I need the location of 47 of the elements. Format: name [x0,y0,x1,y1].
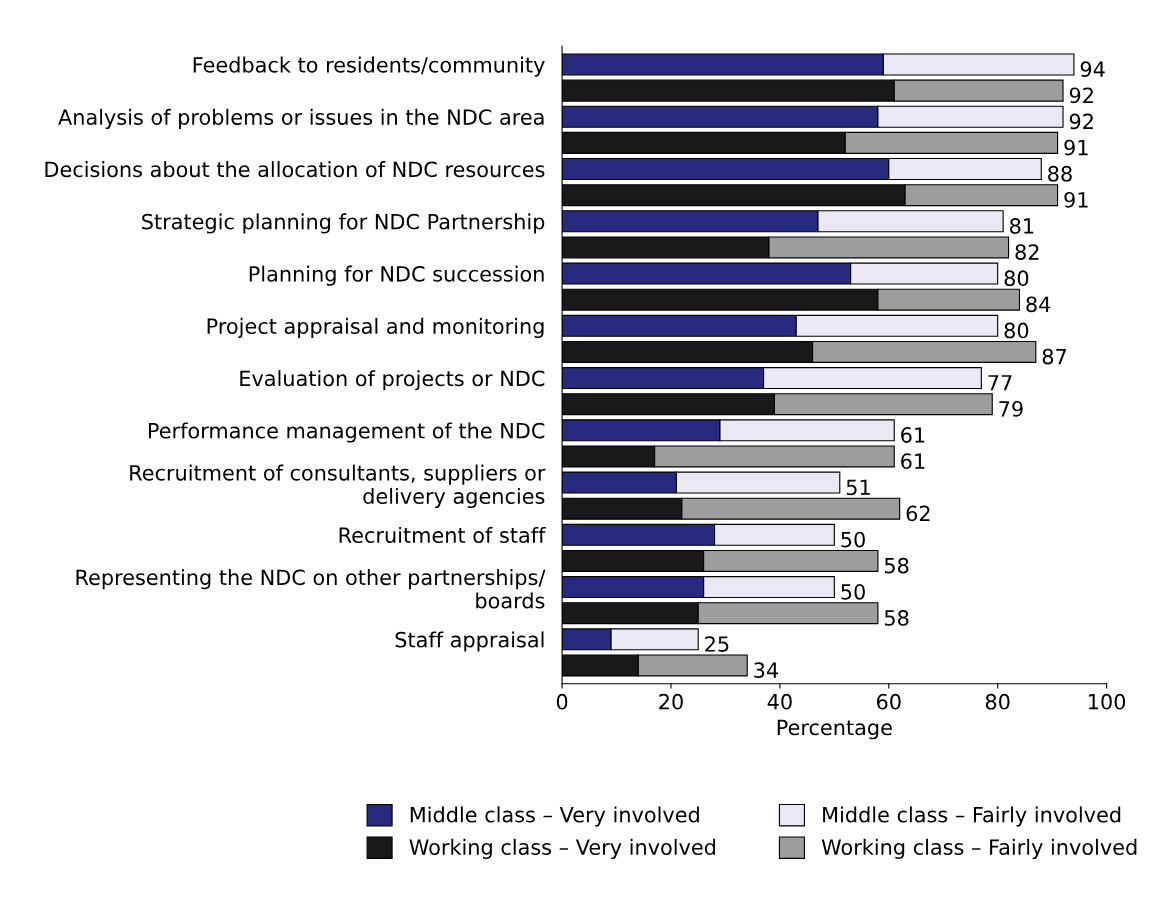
y-tick-label: Representing the NDC on other partnerships/ boards [76,569,546,609]
total-label: 25 [705,636,729,652]
y-tick-label: Evaluation of projects or NDC [240,370,545,391]
y-tick-label: Decisions about the allocation of NDC resources [45,161,545,178]
total-label: 58 [884,557,909,574]
y-tick-label: Planning for NDC succession [249,265,544,286]
total-label: 51 [846,479,870,496]
legend-label: Working class – Very involved [409,838,716,860]
x-tick-label: 60 [876,693,901,710]
total-label: 88 [1048,165,1072,182]
total-label: 92 [1069,113,1093,130]
y-tick-label: Strategic planning for NDC Partnership [142,213,545,234]
total-label: 91 [1064,191,1088,208]
legend-label: Working class – Fairly involved [821,838,1137,860]
total-label: 79 [999,400,1023,417]
total-label: 77 [988,375,1012,391]
total-label: 50 [841,531,865,548]
y-tick-label: Analysis of problems or issues in the NDC area [58,108,544,129]
total-label: 92 [1069,87,1093,104]
y-tick-label: Feedback to residents/community [193,56,545,77]
x-tick-label: 20 [659,693,683,710]
total-label: 61 [901,427,925,443]
total-label: 34 [754,662,778,679]
x-axis-title: Percentage [777,719,892,740]
total-label: 87 [1042,348,1066,365]
y-tick-label: Performance management of the NDC [148,422,545,443]
y-tick-label: Staff appraisal [395,631,544,652]
x-tick-label: 80 [985,693,1010,710]
total-label: 80 [1004,322,1029,339]
y-tick-label: Project appraisal and monitoring [207,317,544,339]
total-label: 61 [901,453,925,470]
x-tick-label: 100 [1089,693,1126,710]
total-label: 50 [841,583,865,600]
total-label: 62 [906,505,930,522]
total-label: 81 [1010,218,1034,234]
total-label: 80 [1004,270,1029,287]
y-tick-label: Recruitment of consultants, suppliers or delivery agencies [130,464,546,509]
x-tick-label: 40 [767,693,792,710]
x-tick-label: 0 [556,693,568,710]
y-tick-label: Recruitment of staff [339,526,546,544]
legend-label: Middle class – Fairly involved [823,806,1121,827]
legend-label: Middle class – Very involved [410,806,699,827]
total-label: 58 [884,610,909,626]
total-label: 82 [1015,244,1039,260]
total-label: 84 [1026,296,1051,313]
total-label: 94 [1080,61,1105,78]
total-label: 91 [1064,139,1088,156]
